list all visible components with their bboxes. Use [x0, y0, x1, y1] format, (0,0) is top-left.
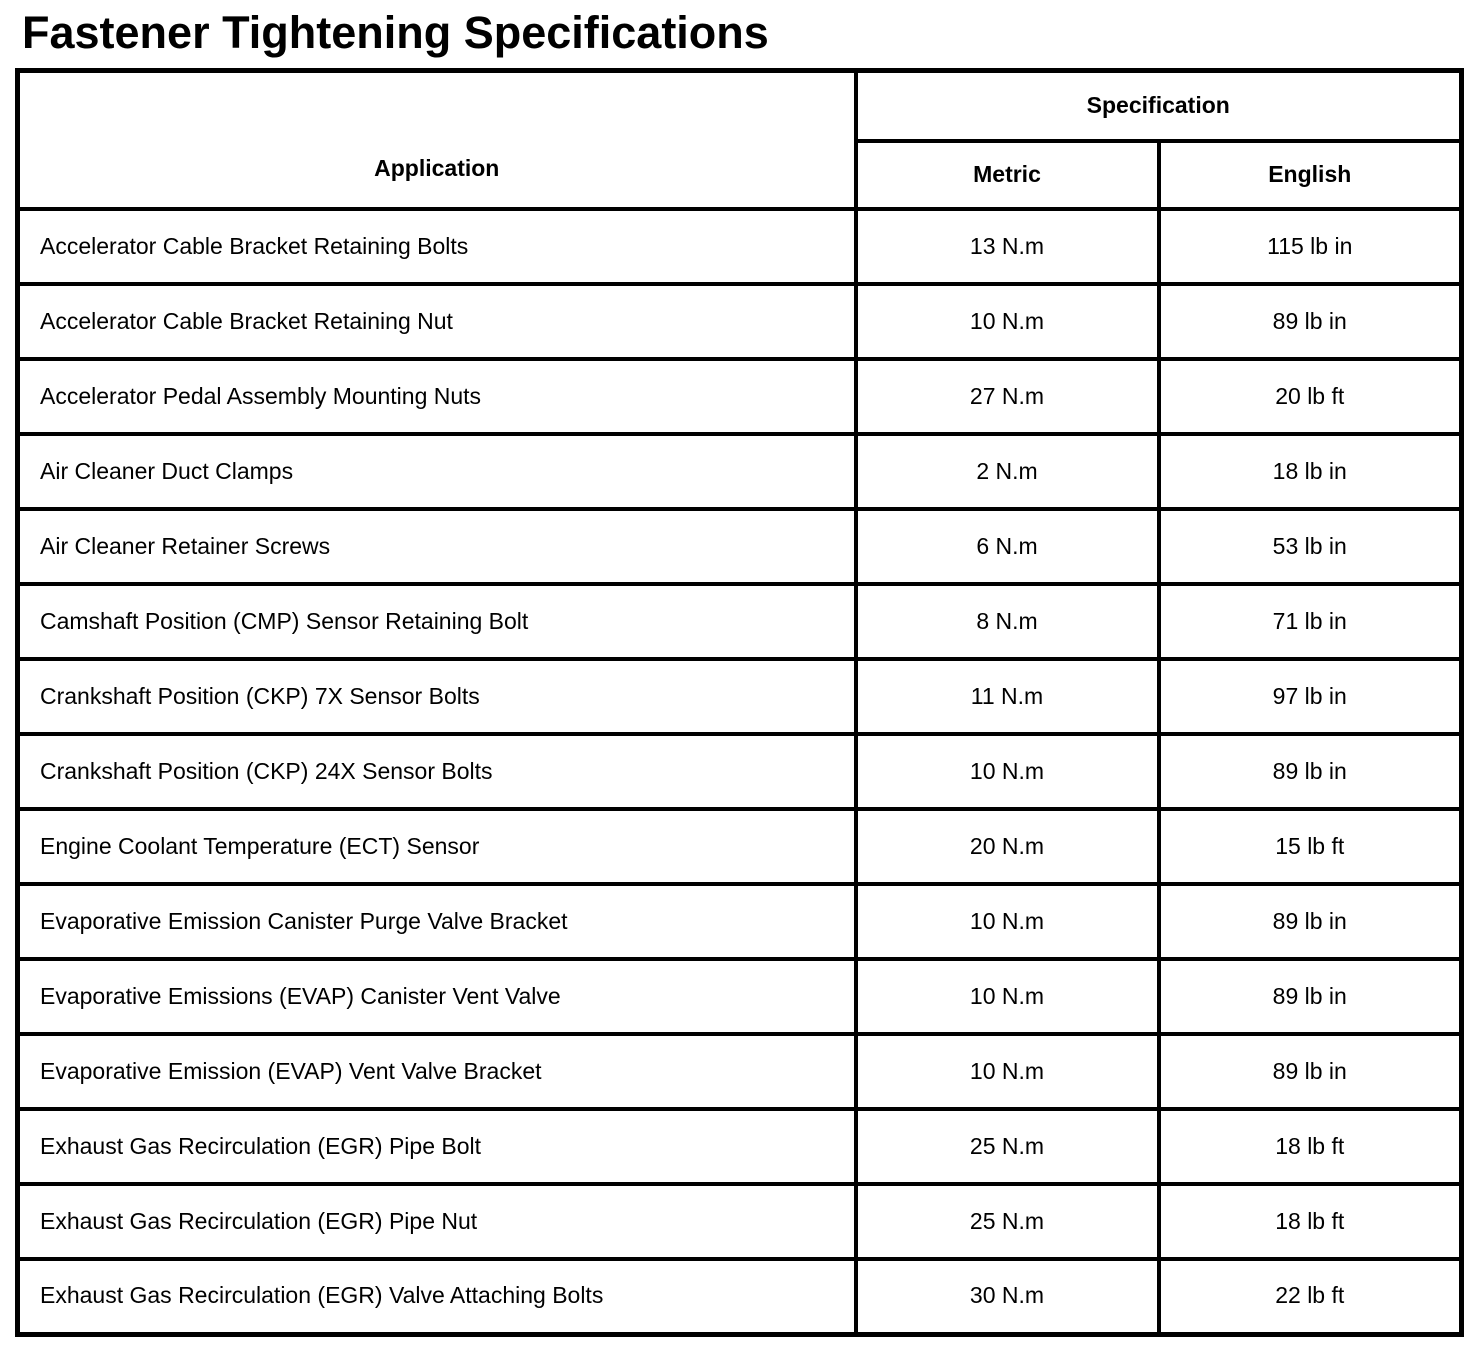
metric-value-cell: 13 N.m: [853, 207, 1161, 286]
table-row: Accelerator Cable Bracket Retaining Nut …: [15, 282, 1464, 361]
english-value-cell: 53 lb in: [1156, 507, 1464, 586]
metric-value-cell: 25 N.m: [853, 1107, 1161, 1186]
application-cell: Crankshaft Position (CKP) 7X Sensor Bolt…: [15, 657, 858, 736]
application-cell: Exhaust Gas Recirculation (EGR) Pipe Bol…: [15, 1107, 858, 1186]
column-header-metric: Metric: [853, 139, 1161, 211]
english-value-cell: 20 lb ft: [1156, 357, 1464, 436]
application-cell: Evaporative Emission Canister Purge Valv…: [15, 882, 858, 961]
table-row: Crankshaft Position (CKP) 7X Sensor Bolt…: [15, 657, 1464, 736]
metric-value-cell: 6 N.m: [853, 507, 1161, 586]
table-row: Evaporative Emissions (EVAP) Canister Ve…: [15, 957, 1464, 1036]
english-value-cell: 89 lb in: [1156, 732, 1464, 811]
metric-value-cell: 2 N.m: [853, 432, 1161, 511]
english-value-cell: 18 lb ft: [1156, 1107, 1464, 1186]
application-cell: Crankshaft Position (CKP) 24X Sensor Bol…: [15, 732, 858, 811]
column-header-application: Application: [15, 68, 858, 211]
english-value-cell: 89 lb in: [1156, 957, 1464, 1036]
header-row-top: Application Specification: [15, 68, 1464, 211]
english-value-cell: 71 lb in: [1156, 582, 1464, 661]
column-header-specification: Specification: [853, 68, 1464, 143]
metric-value-cell: 11 N.m: [853, 657, 1161, 736]
page-title: Fastener Tightening Specifications: [22, 7, 769, 58]
application-cell: Accelerator Cable Bracket Retaining Nut: [15, 282, 858, 361]
metric-value-cell: 8 N.m: [853, 582, 1161, 661]
table-row: Engine Coolant Temperature (ECT) Sensor …: [15, 807, 1464, 886]
metric-value-cell: 10 N.m: [853, 957, 1161, 1036]
table-row: Accelerator Pedal Assembly Mounting Nuts…: [15, 357, 1464, 436]
application-cell: Exhaust Gas Recirculation (EGR) Pipe Nut: [15, 1182, 858, 1261]
table-row: Exhaust Gas Recirculation (EGR) Valve At…: [15, 1257, 1464, 1336]
metric-value-cell: 10 N.m: [853, 282, 1161, 361]
english-value-cell: 115 lb in: [1156, 207, 1464, 286]
english-value-cell: 89 lb in: [1156, 1032, 1464, 1111]
metric-value-cell: 10 N.m: [853, 732, 1161, 811]
table-row: Air Cleaner Retainer Screws 6 N.m 53 lb …: [15, 507, 1464, 586]
english-value-cell: 18 lb ft: [1156, 1182, 1464, 1261]
english-value-cell: 15 lb ft: [1156, 807, 1464, 886]
table-row: Exhaust Gas Recirculation (EGR) Pipe Nut…: [15, 1182, 1464, 1261]
table-row: Camshaft Position (CMP) Sensor Retaining…: [15, 582, 1464, 661]
english-value-cell: 89 lb in: [1156, 282, 1464, 361]
header-row-sub: Metric English: [18, 139, 1464, 211]
application-cell: Exhaust Gas Recirculation (EGR) Valve At…: [15, 1257, 858, 1336]
table-row: Crankshaft Position (CKP) 24X Sensor Bol…: [15, 732, 1464, 811]
application-cell: Camshaft Position (CMP) Sensor Retaining…: [15, 582, 858, 661]
table-row: Exhaust Gas Recirculation (EGR) Pipe Bol…: [15, 1107, 1464, 1186]
application-cell: Engine Coolant Temperature (ECT) Sensor: [15, 807, 858, 886]
table-body: Accelerator Cable Bracket Retaining Bolt…: [15, 207, 1464, 1336]
english-value-cell: 97 lb in: [1156, 657, 1464, 736]
application-cell: Air Cleaner Duct Clamps: [15, 432, 858, 511]
application-cell: Air Cleaner Retainer Screws: [15, 507, 858, 586]
table-row: Air Cleaner Duct Clamps 2 N.m 18 lb in: [15, 432, 1464, 511]
application-cell: Accelerator Cable Bracket Retaining Bolt…: [15, 207, 858, 286]
metric-value-cell: 27 N.m: [853, 357, 1161, 436]
english-value-cell: 22 lb ft: [1156, 1257, 1464, 1336]
application-cell: Accelerator Pedal Assembly Mounting Nuts: [15, 357, 858, 436]
metric-value-cell: 25 N.m: [853, 1182, 1161, 1261]
metric-value-cell: 10 N.m: [853, 882, 1161, 961]
table-row: Evaporative Emission Canister Purge Valv…: [15, 882, 1464, 961]
metric-value-cell: 20 N.m: [853, 807, 1161, 886]
table-row: Evaporative Emission (EVAP) Vent Valve B…: [15, 1032, 1464, 1111]
application-cell: Evaporative Emissions (EVAP) Canister Ve…: [15, 957, 858, 1036]
table-header: Application Specification Metric English: [15, 68, 1464, 211]
table-row: Accelerator Cable Bracket Retaining Bolt…: [15, 207, 1464, 286]
application-cell: Evaporative Emission (EVAP) Vent Valve B…: [15, 1032, 858, 1111]
english-value-cell: 18 lb in: [1156, 432, 1464, 511]
fastener-specs-table: Application Specification Metric English…: [15, 67, 1464, 1337]
column-header-english: English: [1156, 139, 1464, 211]
metric-value-cell: 30 N.m: [853, 1257, 1161, 1336]
english-value-cell: 89 lb in: [1156, 882, 1464, 961]
metric-value-cell: 10 N.m: [853, 1032, 1161, 1111]
